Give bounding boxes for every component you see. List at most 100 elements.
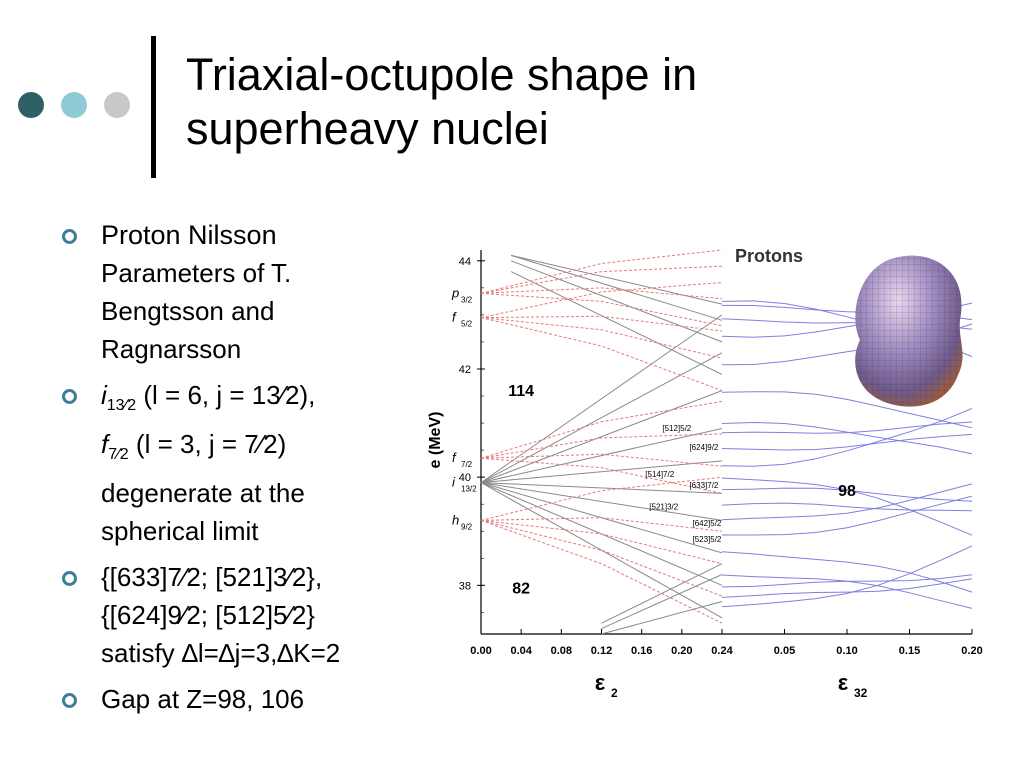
spherical-level-sub: 7/2 [461, 460, 473, 469]
bullet-gap: Gap at Z=98, 106 [62, 680, 402, 718]
bullet-text: Proton Nilsson [101, 220, 277, 250]
level-line [721, 578, 973, 598]
bullet-marker [62, 229, 77, 244]
y-tick-label: 42 [459, 364, 471, 376]
nuclear-shape [855, 255, 963, 407]
level-line [721, 483, 973, 521]
level-line [480, 519, 723, 597]
nilsson-diagram: 44 42 40 38 0.00 0.04 0.08 0.12 0.16 0.20 0.24 0.05… [427, 246, 983, 700]
level-line [721, 487, 973, 502]
level-line [721, 502, 973, 512]
dot-teal [61, 92, 87, 118]
i-symbol: i [101, 380, 107, 410]
x-tick-label: 0.15 [899, 645, 920, 657]
level-line [510, 260, 723, 343]
bullet-nilsson: Proton Nilsson Parameters of T. Bengtsso… [62, 216, 402, 368]
bullet-orbitals: {[633]7⁄2; [521]3⁄2}, {[624]9⁄2; [512]5⁄… [62, 558, 402, 672]
bullet-text: {[624]9⁄2; [512]5⁄2} [101, 600, 315, 631]
level-line [510, 254, 723, 305]
level-line [480, 315, 723, 332]
level-line [601, 563, 723, 624]
chart-title: Protons [735, 246, 803, 266]
x-tick-label: 0.08 [551, 645, 572, 657]
slide-title: Triaxial-octupole shape in superheavy nu… [186, 48, 986, 156]
level-line [480, 400, 723, 459]
level-line [480, 457, 723, 494]
orbital-label: [624]9/2 [689, 443, 718, 452]
title-line-1: Triaxial-octupole shape in [186, 49, 698, 100]
bullet-text: Gap at Z=98, 106 [101, 684, 305, 715]
level-line [480, 314, 723, 484]
bullet-list: Proton Nilsson Parameters of T. Bengtsso… [62, 216, 402, 726]
y-axis-label: e (MeV) [427, 412, 444, 469]
bullet-i-line: i13⁄2 (l = 6, j = 13⁄2), [101, 376, 402, 425]
gap-label: 82 [512, 580, 530, 597]
bullet-text: Parameters of T. Bengtsson and Ragnarsso… [101, 258, 292, 364]
orbital-label: [512]5/2 [662, 424, 691, 433]
bullet-marker [62, 693, 77, 709]
level-line [480, 265, 723, 294]
spherical-level-label: h [452, 512, 459, 527]
level-line [480, 453, 723, 467]
level-line [480, 287, 723, 300]
f-subscript: 7⁄2 [108, 446, 129, 464]
bullet-text: {[633]7⁄2; [521]3⁄2}, [101, 562, 323, 593]
x-tick-label: 0.12 [591, 645, 612, 657]
level-line [480, 476, 723, 521]
x-axis-label-left-sub: 2 [611, 686, 618, 700]
y-tick-label: 40 [459, 472, 471, 484]
level-line [510, 254, 723, 321]
level-line [480, 517, 723, 532]
spherical-level-sub: 5/2 [461, 320, 473, 329]
level-line [480, 482, 723, 619]
x-tick-label: 0.20 [961, 645, 982, 657]
level-line [480, 433, 723, 459]
chart-axes: 44 42 40 38 0.00 0.04 0.08 0.12 0.16 0.20 0.24 0.05… [459, 250, 983, 657]
x-tick-label: 0.10 [836, 645, 857, 657]
f-symbol: f [101, 429, 109, 460]
level-line [722, 495, 973, 536]
dot-dark [18, 92, 44, 118]
level-line [480, 519, 723, 624]
bullet-degenerate: i13⁄2 (l = 6, j = 13⁄2), f7⁄2 (l = 3, j … [62, 376, 402, 550]
level-line [721, 545, 973, 608]
i-quantum-numbers: (l = 6, j = 13⁄2), [136, 380, 316, 410]
spherical-level-label: f [452, 450, 457, 465]
orbital-label: [521]3/2 [649, 503, 678, 512]
x-axis-label-right: ε [838, 670, 849, 695]
bullet-f-line: f7⁄2 (l = 3, j = 7⁄2) [101, 425, 402, 474]
level-line [480, 390, 723, 484]
bullet-text: degenerate at the spherical limit [101, 478, 305, 547]
level-line [480, 482, 723, 521]
chart-levels [480, 249, 973, 635]
y-tick-label: 38 [459, 580, 471, 592]
level-line [480, 317, 723, 392]
level-line [721, 407, 973, 467]
decorative-dots [18, 92, 138, 122]
bullet-text: satisfy ∆l=∆j=3,∆K=2 [101, 638, 341, 669]
x-tick-label: 0.05 [774, 645, 795, 657]
i-subscript: 13⁄2 [106, 397, 137, 415]
spherical-level-label: f [452, 310, 457, 325]
orbital-label: [642]5/2 [692, 519, 721, 528]
level-line [480, 282, 723, 319]
level-line [480, 482, 723, 494]
level-line [480, 292, 723, 327]
spherical-level-label: i [452, 475, 456, 490]
level-line [721, 391, 973, 429]
bullet-marker [62, 389, 77, 404]
spherical-level-sub: 3/2 [461, 295, 473, 304]
orbital-label: [523]5/2 [692, 535, 721, 544]
spherical-level-label: p [451, 285, 459, 300]
level-line [601, 574, 723, 630]
title-divider [151, 36, 156, 178]
orbital-label: [633]7/2 [689, 481, 718, 490]
orbital-label: [514]7/2 [645, 470, 674, 479]
level-line [721, 574, 973, 588]
gap-label: 114 [508, 383, 534, 400]
level-line [480, 428, 723, 484]
level-line [510, 271, 723, 375]
level-line [480, 519, 723, 565]
level-line [601, 601, 723, 635]
